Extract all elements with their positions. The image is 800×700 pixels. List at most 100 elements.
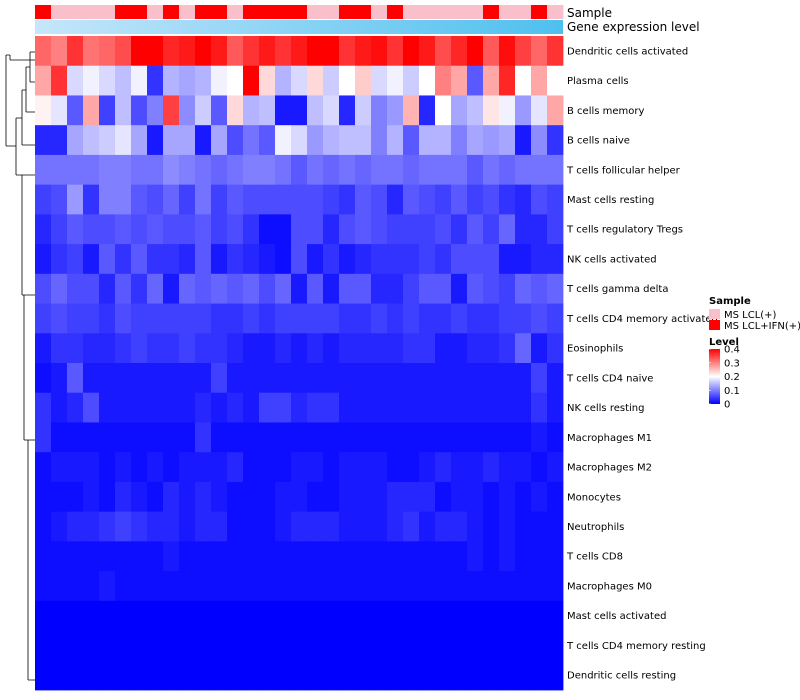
heatmap-cell	[83, 571, 100, 602]
heatmap-cell	[451, 36, 468, 67]
heatmap-cell	[403, 333, 420, 364]
heatmap-cell	[531, 244, 548, 275]
heatmap-cell	[115, 392, 132, 423]
heatmap-cell	[211, 541, 228, 572]
heatmap-cell	[403, 154, 420, 186]
sample-annotation-row	[35, 5, 564, 19]
heatmap-cell	[547, 660, 564, 691]
heatmap-cell	[483, 65, 500, 96]
heatmap-cell	[499, 95, 516, 126]
heatmap-cell	[339, 95, 356, 126]
heatmap-cell	[323, 125, 340, 156]
heatmap-cell	[99, 660, 116, 691]
heatmap-cell	[355, 95, 372, 126]
heatmap-cell	[227, 481, 244, 513]
heatmap-cell	[115, 184, 132, 215]
sample-annotation-cell	[339, 5, 356, 19]
heatmap-cell	[419, 303, 436, 334]
heatmap-cell	[403, 481, 420, 513]
heatmap-cell	[419, 333, 436, 364]
heatmap-cell	[355, 392, 372, 423]
heatmap-cell	[163, 273, 180, 304]
heatmap-cell	[195, 392, 212, 423]
heatmap-cell	[179, 363, 196, 394]
heatmap-cell	[499, 65, 516, 96]
heatmap-cell	[179, 571, 196, 602]
sample-annotation-cell	[323, 5, 340, 19]
heatmap-cell	[547, 363, 564, 394]
heatmap-cell	[99, 571, 116, 602]
heatmap-cell	[291, 36, 308, 67]
heatmap-cell	[547, 511, 564, 542]
heatmap-cell	[483, 660, 500, 691]
heatmap-cell	[339, 422, 356, 453]
heatmap-cell	[323, 660, 340, 691]
row-label: Mast cells activated	[567, 611, 666, 622]
heatmap-cell	[547, 65, 564, 96]
heatmap-cell	[131, 481, 148, 513]
sample-annotation-cell	[243, 5, 260, 19]
heatmap-cell	[451, 481, 468, 513]
heatmap-cell	[547, 273, 564, 304]
heatmap-cell	[67, 660, 84, 691]
sample-annotation-cell	[51, 5, 68, 19]
heatmap-cell	[115, 95, 132, 126]
heatmap-cell	[243, 154, 260, 186]
heatmap-cell	[243, 392, 260, 423]
heatmap-cell	[355, 600, 372, 631]
row-label: NK cells resting	[567, 403, 644, 414]
heatmap-cell	[307, 630, 324, 661]
heatmap-cell	[531, 392, 548, 423]
heatmap-cell	[483, 244, 500, 275]
heatmap-cell	[115, 452, 132, 483]
heatmap-cell	[323, 303, 340, 334]
heatmap-cell	[195, 65, 212, 96]
sample-annotation-cell	[403, 5, 420, 19]
heatmap-cell	[371, 154, 388, 186]
heatmap-cell	[195, 541, 212, 572]
heatmap-cell	[291, 481, 308, 513]
heatmap-cell	[227, 333, 244, 364]
heatmap-cell	[195, 452, 212, 483]
heatmap-cell	[179, 303, 196, 334]
heatmap-cell	[403, 571, 420, 602]
heatmap-cell	[163, 303, 180, 334]
legend-label-lcl: MS LCL(+)	[724, 310, 777, 321]
heatmap-cell	[419, 95, 436, 126]
heatmap-cell	[259, 333, 276, 364]
heatmap-cell	[243, 303, 260, 334]
heatmap-cell	[499, 36, 516, 67]
heatmap-cell	[51, 363, 68, 394]
heatmap-cell	[131, 660, 148, 691]
heatmap-cell	[515, 95, 532, 126]
heatmap-cell	[51, 214, 68, 245]
heatmap-cell	[483, 571, 500, 602]
heatmap-cell	[451, 214, 468, 245]
heatmap-cell	[435, 184, 452, 215]
heatmap-cell	[355, 65, 372, 96]
heatmap-cell	[67, 184, 84, 215]
heatmap-cell	[227, 184, 244, 215]
heatmap-cell	[403, 392, 420, 423]
row-label: T cells CD4 naive	[566, 373, 653, 384]
heatmap-cell	[67, 154, 84, 186]
heatmap-cell	[131, 333, 148, 364]
heatmap-cell	[227, 303, 244, 334]
heatmap-cell	[307, 303, 324, 334]
heatmap-cell	[291, 422, 308, 453]
heatmap-cell	[131, 571, 148, 602]
heatmap-cell	[323, 630, 340, 661]
heatmap-cell	[515, 392, 532, 423]
heatmap-cell	[131, 273, 148, 304]
heatmap-cell	[259, 273, 276, 304]
heatmap-cell	[499, 125, 516, 156]
heatmap-cell	[131, 452, 148, 483]
heatmap-cell	[163, 184, 180, 215]
heatmap-cell	[451, 630, 468, 661]
heatmap-cell	[179, 333, 196, 364]
heatmap-cell	[179, 422, 196, 453]
heatmap-cell	[211, 154, 228, 186]
heatmap-cell	[355, 214, 372, 245]
heatmap-cell	[291, 65, 308, 96]
heatmap-cell	[403, 422, 420, 453]
